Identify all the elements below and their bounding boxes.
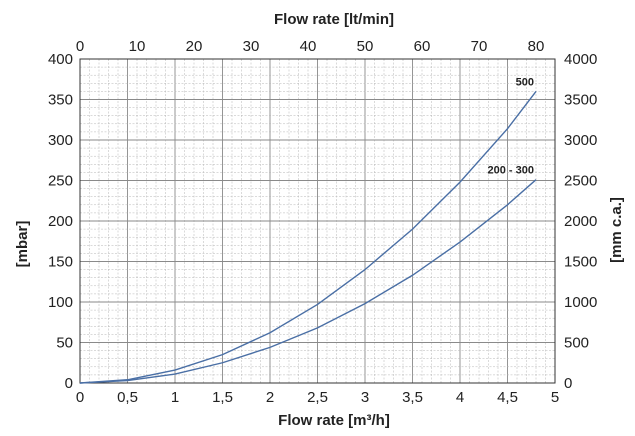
series-line-1: [79, 179, 537, 384]
x-bottom-tick-label: 4: [456, 389, 464, 406]
x-bottom-tick-label: 3: [361, 389, 369, 406]
x-top-tick-label: 50: [357, 38, 374, 55]
y-left-tick-label: 0: [65, 375, 73, 392]
y-right-tick-label: 3500: [564, 92, 597, 109]
x-top-tick-label: 70: [471, 38, 488, 55]
x-top-tick-label: 20: [186, 38, 203, 55]
x-bottom-tick-label: 2,5: [307, 389, 328, 406]
y-left-tick-label: 350: [48, 92, 73, 109]
y-right-tick-label: 2500: [564, 173, 597, 190]
series-label-0: 500: [516, 76, 534, 88]
tick-labels: 0 0,5 1 1,5 2 2,5 3 3,5 4 4,5 50 10 20 30 40 50 60 70 8005…: [48, 38, 597, 406]
right-axis-title: [mm c.a.]: [608, 197, 625, 263]
y-left-tick-label: 250: [48, 173, 73, 190]
left-axis-title: [mbar]: [14, 221, 31, 268]
x-bottom-tick-label: 3,5: [402, 389, 423, 406]
x-bottom-tick-label: 0,5: [117, 389, 138, 406]
y-right-tick-label: 0: [564, 375, 572, 392]
y-right-tick-label: 4000: [564, 51, 597, 68]
x-bottom-tick-label: 4,5: [497, 389, 518, 406]
y-left-tick-label: 400: [48, 51, 73, 68]
x-bottom-tick-label: 1,5: [212, 389, 233, 406]
top-axis-title: Flow rate [lt/min]: [274, 11, 394, 28]
y-left-tick-label: 50: [56, 335, 73, 352]
series-layer: 500 200 - 300: [79, 76, 537, 384]
grid: [80, 59, 555, 383]
y-left-tick-label: 200: [48, 213, 73, 230]
x-top-tick-label: 60: [414, 38, 431, 55]
y-right-tick-label: 1500: [564, 254, 597, 271]
y-right-tick-label: 2000: [564, 213, 597, 230]
x-top-tick-label: 40: [300, 38, 317, 55]
series-label-1: 200 - 300: [488, 165, 534, 177]
x-bottom-tick-label: 1: [171, 389, 179, 406]
bottom-axis-title: Flow rate [m³/h]: [278, 412, 390, 429]
plot-frame: [79, 58, 556, 384]
y-left-tick-label: 150: [48, 254, 73, 271]
x-bottom-tick-label: 2: [266, 389, 274, 406]
y-left-tick-label: 300: [48, 132, 73, 149]
x-top-tick-label: 10: [129, 38, 146, 55]
x-top-tick-label: 30: [243, 38, 260, 55]
x-top-tick-label: 0: [76, 38, 84, 55]
x-bottom-tick-label: 5: [551, 389, 559, 406]
y-right-tick-label: 1000: [564, 294, 597, 311]
y-left-tick-label: 100: [48, 294, 73, 311]
y-right-tick-label: 500: [564, 335, 589, 352]
series-line-0: [79, 90, 537, 384]
x-top-tick-label: 80: [528, 38, 545, 55]
y-right-tick-label: 3000: [564, 132, 597, 149]
x-bottom-tick-label: 0: [76, 389, 84, 406]
